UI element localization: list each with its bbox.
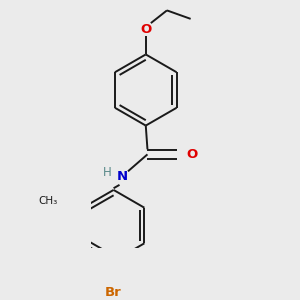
Text: CH₃: CH₃ [38, 196, 57, 206]
Text: H: H [103, 166, 112, 179]
Text: O: O [186, 148, 198, 161]
Text: N: N [116, 170, 128, 183]
Text: O: O [140, 22, 152, 35]
Text: Br: Br [105, 286, 122, 299]
